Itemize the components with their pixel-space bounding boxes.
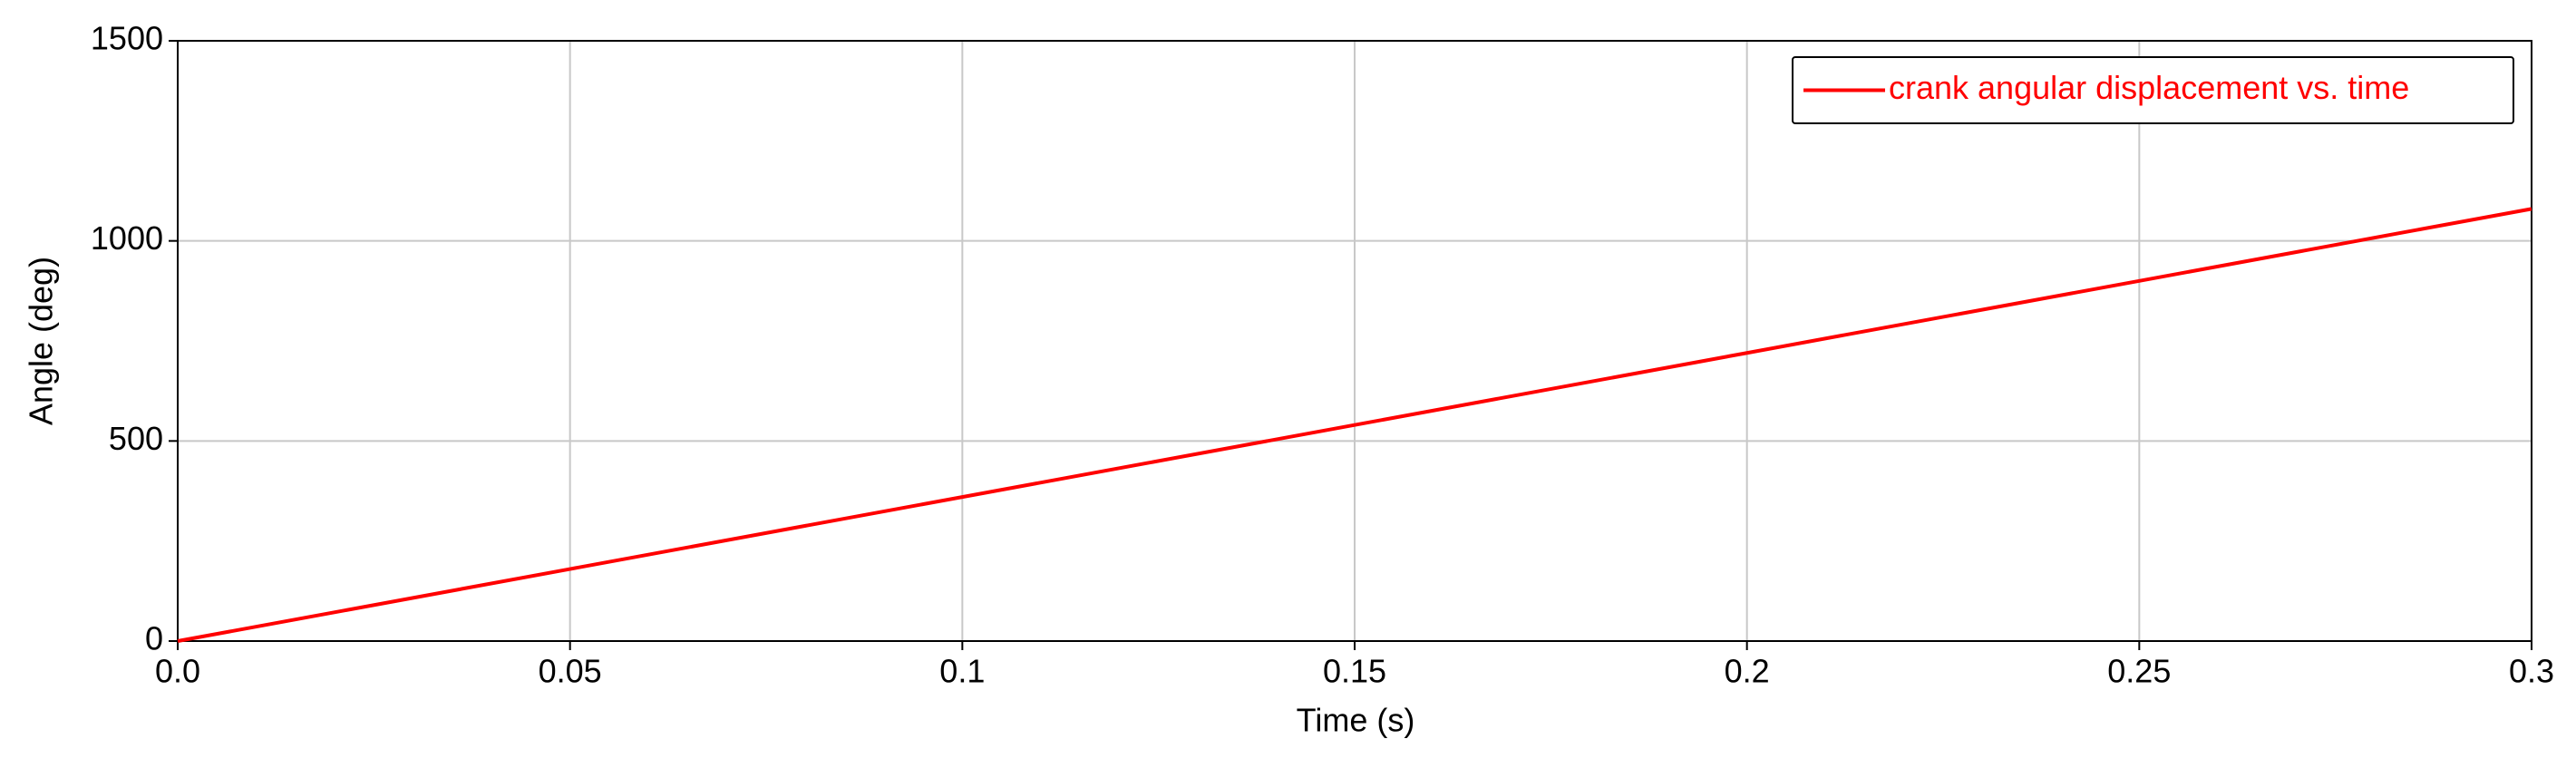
x-tick-label: 0.25 [2107,653,2171,690]
legend: crank angular displacement vs. time [1792,56,2514,124]
x-tick-label: 0.1 [939,653,985,690]
x-tick-label: 0.2 [1725,653,1770,690]
x-axis-label: Time (s) [1297,702,1415,739]
legend-box [1792,56,2514,124]
x-tick-label: 0.3 [2509,653,2554,690]
data-line [177,207,2532,643]
legend-label: crank angular displacement vs. time [1889,69,2409,106]
x-tick-label: 0.0 [155,653,200,690]
y-tick-label: 1000 [91,219,163,257]
y-tick-label: 1500 [91,20,163,57]
y-axis-label: Angle (deg) [23,257,60,425]
plot-frame [177,40,2532,642]
x-tick-label: 0.05 [539,653,602,690]
x-tick-label: 0.15 [1323,653,1386,690]
y-tick-label: 0 [145,620,163,657]
y-tick-label: 500 [109,420,163,457]
